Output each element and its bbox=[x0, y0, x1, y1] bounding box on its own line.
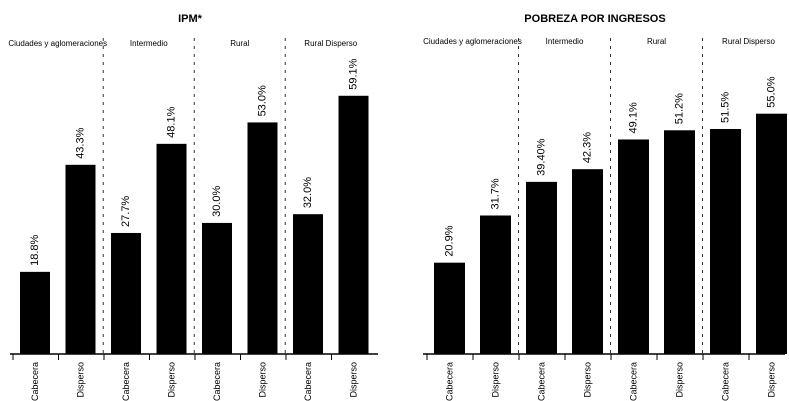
category-label: Cabecera bbox=[212, 362, 222, 401]
bar bbox=[434, 262, 465, 354]
category-label: Disperso bbox=[167, 362, 177, 398]
value-label: 51.2% bbox=[674, 93, 686, 124]
category-label: Cabecera bbox=[303, 362, 313, 401]
category-label: Cabecera bbox=[30, 362, 40, 401]
value-label: 31.7% bbox=[490, 178, 502, 209]
value-label: 55.0% bbox=[766, 76, 778, 107]
category-label: Disperso bbox=[675, 362, 685, 398]
bar bbox=[480, 215, 511, 354]
panel-pobreza: POBREZA POR INGRESOS Ciudades y aglomera… bbox=[423, 13, 787, 401]
bar bbox=[293, 214, 323, 354]
bar bbox=[664, 130, 695, 354]
value-label: 48.1% bbox=[166, 106, 178, 137]
group-label: Rural bbox=[647, 37, 666, 46]
value-label: 18.8% bbox=[29, 234, 41, 265]
bars-pobreza: Ciudades y aglomeraciones Intermedio Rural… bbox=[423, 37, 787, 401]
group-label: Intermedio bbox=[130, 39, 168, 48]
category-label: Disperso bbox=[349, 362, 359, 398]
value-label: 27.7% bbox=[120, 196, 132, 227]
chart-title-ipm: IPM* bbox=[178, 13, 203, 25]
group-label: Rural Disperso bbox=[722, 37, 775, 46]
bar bbox=[526, 181, 557, 354]
bars-ipm: Ciudades y aglomeraciones Intermedio Rural… bbox=[8, 38, 369, 401]
bar bbox=[202, 222, 232, 354]
chart-title-pobreza: POBREZA POR INGRESOS bbox=[524, 13, 665, 25]
value-label: 53.0% bbox=[257, 85, 269, 116]
group-label: Ciudades y aglomeraciones bbox=[423, 37, 522, 46]
bar bbox=[247, 122, 278, 354]
value-label: 43.3% bbox=[75, 127, 87, 158]
value-label: 59.1% bbox=[348, 58, 360, 89]
value-label: 30.0% bbox=[211, 186, 223, 217]
group-label: Ciudades y aglomeraciones bbox=[8, 39, 107, 48]
category-label: Cabecera bbox=[629, 362, 639, 401]
bar bbox=[338, 95, 369, 354]
value-label: 42.3% bbox=[582, 132, 594, 163]
group-label: Intermedio bbox=[546, 37, 584, 46]
value-label: 51.5% bbox=[720, 92, 732, 123]
value-label: 39.40% bbox=[536, 138, 548, 176]
bar bbox=[20, 271, 50, 354]
category-label: Cabecera bbox=[121, 362, 131, 401]
category-label: Disperso bbox=[767, 362, 777, 398]
category-label: Disperso bbox=[583, 362, 593, 398]
panel-ipm: IPM* Ciudades y aglomeraciones Intermedio… bbox=[8, 13, 378, 401]
category-label: Cabecera bbox=[721, 362, 731, 401]
bar bbox=[156, 143, 187, 354]
category-label: Cabecera bbox=[445, 362, 455, 401]
group-label: Rural Disperso bbox=[304, 39, 357, 48]
value-label: 49.1% bbox=[628, 102, 640, 133]
bar bbox=[572, 169, 603, 354]
bar bbox=[756, 113, 787, 354]
category-label: Disperso bbox=[76, 362, 86, 398]
bar bbox=[111, 232, 141, 354]
value-label: 32.0% bbox=[302, 177, 314, 208]
category-label: Cabecera bbox=[537, 362, 547, 401]
category-label: Disperso bbox=[491, 362, 501, 398]
category-label: Disperso bbox=[258, 362, 268, 398]
group-label: Rural bbox=[230, 39, 249, 48]
bar bbox=[65, 164, 96, 354]
value-label: 20.9% bbox=[444, 225, 456, 256]
bar bbox=[710, 128, 741, 354]
bar bbox=[618, 139, 649, 354]
